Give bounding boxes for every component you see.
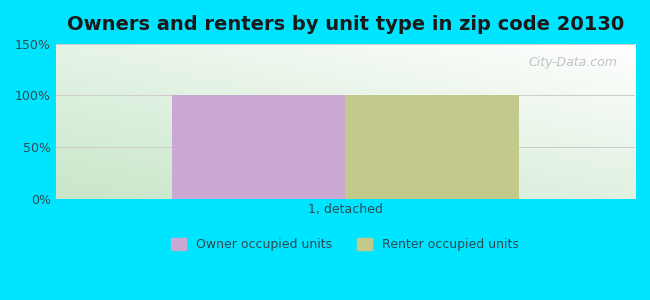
Bar — [172, 95, 345, 199]
Bar — [345, 95, 519, 199]
Title: Owners and renters by unit type in zip code 20130: Owners and renters by unit type in zip c… — [67, 15, 624, 34]
Text: City-Data.com: City-Data.com — [528, 56, 618, 69]
Legend: Owner occupied units, Renter occupied units: Owner occupied units, Renter occupied un… — [166, 232, 525, 256]
